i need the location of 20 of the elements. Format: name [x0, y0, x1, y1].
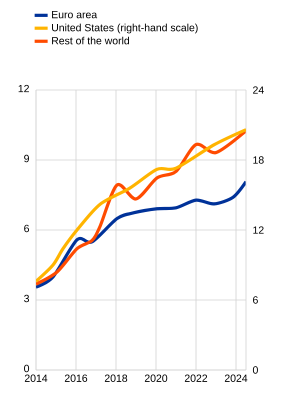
x-tick-label: 2016	[64, 374, 88, 382]
y-tick-label: 6	[24, 224, 30, 232]
x-tick-label: 2020	[144, 374, 168, 382]
x-tick-label: 2024	[224, 374, 248, 382]
y-tick-label: 12	[18, 84, 29, 92]
y2-tick-label: 24	[253, 86, 264, 94]
legend-label: United States (right-hand scale)	[52, 24, 198, 34]
legend-label: Rest of the world	[52, 36, 130, 44]
y2-tick-label: 12	[253, 226, 264, 234]
y2-tick-label: 0	[252, 366, 258, 374]
line-series	[36, 180, 246, 289]
y-tick-label: 9	[24, 154, 29, 162]
y2-tick-label: 6	[253, 296, 258, 304]
y-tick-label: 0	[24, 364, 30, 372]
x-tick-label: 2022	[184, 374, 208, 382]
legend-label: Euro area	[52, 11, 98, 18]
y2-tick-label: 18	[253, 156, 264, 164]
x-tick-label: 2018	[104, 374, 128, 382]
x-tick-label: 2014	[24, 374, 48, 382]
y-tick-label: 3	[24, 294, 30, 302]
